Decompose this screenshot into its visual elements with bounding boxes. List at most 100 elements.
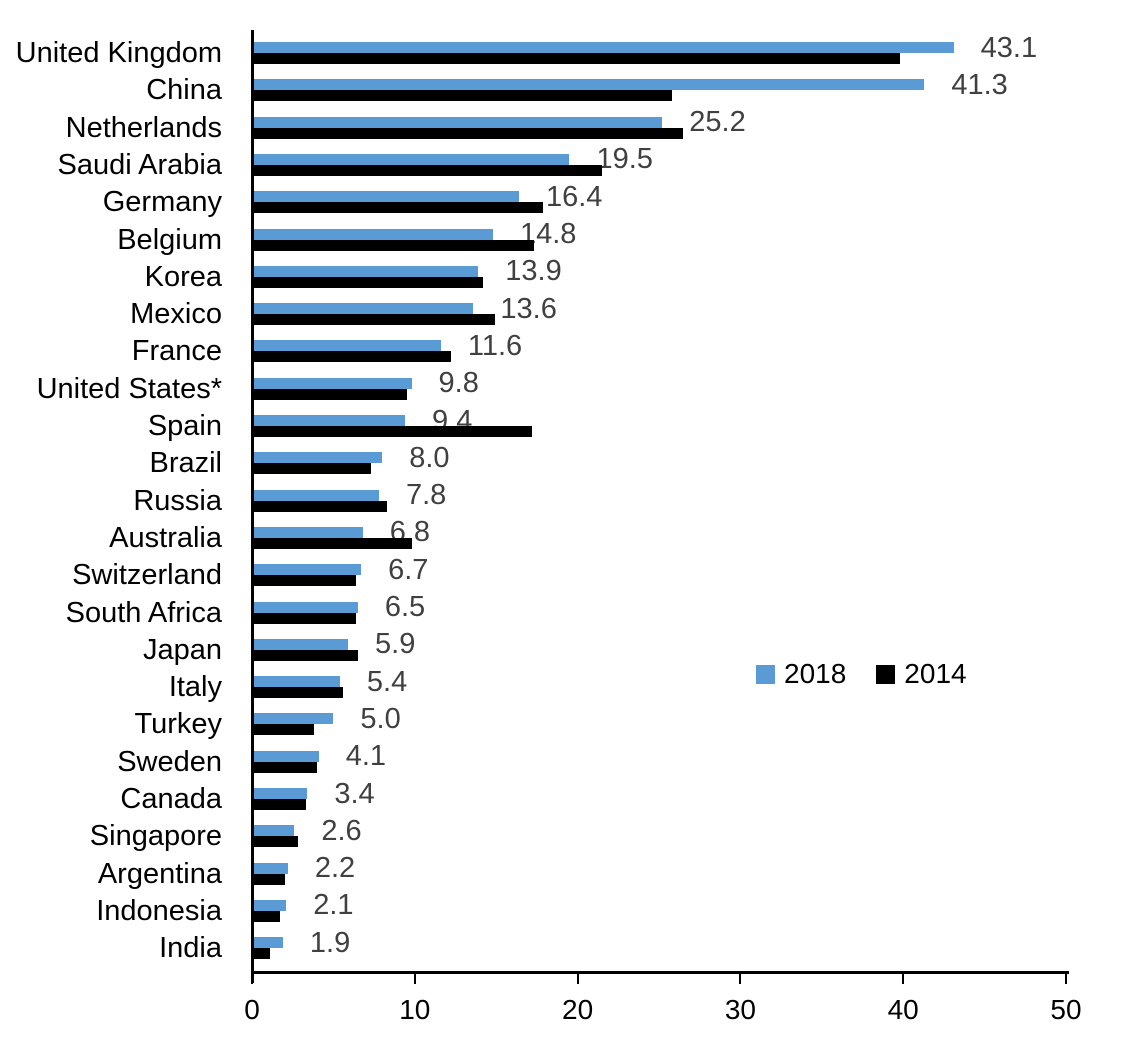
category-label: United States*: [36, 372, 222, 405]
data-label: 2.2: [314, 852, 356, 885]
bar-2014: [252, 649, 358, 661]
category-label: South Africa: [65, 596, 222, 629]
data-label: 4.1: [345, 740, 387, 773]
data-label: 19.5: [596, 143, 653, 176]
x-axis-tick: [251, 974, 253, 984]
bar-2014: [252, 537, 412, 549]
category-label: Russia: [133, 484, 222, 517]
data-label: 11.6: [467, 329, 523, 362]
data-label: 2.1: [313, 889, 354, 922]
bar-2018: [252, 303, 474, 315]
x-axis-tick-label: 30: [724, 994, 756, 1025]
bar-2014: [252, 910, 280, 922]
category-label: Spain: [147, 410, 222, 442]
data-label: 6.5: [384, 591, 426, 623]
bar-2018: [252, 564, 362, 576]
legend-item-2014: 2014: [876, 658, 967, 689]
data-label: 1.9: [309, 926, 351, 959]
category-label: United Kingdom: [15, 37, 222, 69]
category-label: Belgium: [117, 223, 222, 256]
category-label: China: [146, 74, 222, 107]
bar-2018: [252, 526, 363, 538]
bar-2014: [252, 202, 544, 214]
bar-2014: [252, 724, 314, 736]
category-label: Switzerland: [72, 559, 222, 592]
bar-2018: [252, 937, 283, 949]
bar-2018: [252, 42, 954, 53]
category-label: Indonesia: [96, 894, 222, 927]
category-label: Japan: [142, 633, 222, 666]
legend-swatch-2014: [876, 664, 896, 684]
category-label: Saudi Arabia: [57, 148, 222, 181]
data-label: 13.6: [500, 292, 557, 325]
x-axis-tick-label: 40: [887, 994, 919, 1025]
bar-2014: [252, 127, 684, 139]
category-label: Mexico: [130, 298, 222, 331]
bar-2014: [252, 575, 357, 587]
bar-2018: [252, 116, 663, 128]
data-label: 7.8: [405, 479, 447, 512]
legend-label-2018: 2018: [784, 658, 847, 689]
bar-2014: [252, 500, 388, 512]
category-label: Canada: [120, 783, 222, 815]
data-label: 9.8: [438, 367, 479, 400]
bar-2014: [252, 799, 306, 810]
bar-2018: [252, 489, 379, 501]
x-axis-tick: [1065, 974, 1067, 984]
data-label: 5.4: [366, 665, 408, 698]
data-label: 41.3: [951, 68, 1008, 101]
bar-2018: [252, 79, 925, 91]
bar-2018: [252, 191, 519, 203]
data-label: 13.9: [505, 255, 562, 288]
bar-2014: [252, 426, 533, 437]
data-label: 3.4: [334, 777, 375, 810]
bar-2018: [252, 228, 493, 240]
data-label: 8.0: [409, 441, 450, 474]
bar-2014: [252, 463, 371, 475]
category-label: Italy: [168, 671, 222, 704]
category-label: Turkey: [134, 708, 222, 741]
category-label: India: [159, 932, 222, 965]
bar-2018: [252, 377, 412, 389]
bar-2018: [252, 638, 349, 650]
x-axis-tick: [739, 974, 742, 984]
bar-2014: [252, 948, 270, 960]
bar-2018: [252, 750, 319, 762]
bar-2014: [252, 90, 673, 102]
data-label: 16.4: [545, 180, 603, 213]
bar-2018: [252, 713, 334, 725]
bar-2014: [252, 351, 451, 363]
data-label: 6.7: [388, 553, 429, 586]
x-axis-tick-label: 0: [244, 994, 260, 1025]
bar-2014: [252, 687, 344, 699]
bar-2018: [252, 340, 441, 352]
bar-2018: [252, 601, 358, 613]
data-label: 43.1: [980, 31, 1038, 64]
category-label: France: [131, 335, 222, 368]
category-label: Germany: [102, 186, 222, 219]
category-label: Brazil: [149, 447, 222, 480]
legend-swatch-2018: [756, 664, 775, 684]
x-axis-tick: [576, 974, 579, 984]
x-axis-tick: [902, 974, 905, 984]
bar-2018: [252, 825, 295, 837]
bar-2014: [252, 276, 484, 288]
bar-2018: [252, 899, 287, 911]
bar-2018: [252, 862, 288, 874]
bar-2018: [252, 788, 308, 799]
data-label: 25.2: [689, 106, 746, 139]
data-label: 5.0: [360, 702, 401, 735]
bar-2014: [252, 873, 285, 885]
bar-2014: [252, 314, 495, 326]
bar-2014: [252, 612, 357, 624]
bar-2014: [252, 761, 318, 773]
bar-2014: [252, 836, 298, 848]
legend-label-2014: 2014: [904, 658, 967, 689]
category-label: Korea: [144, 260, 222, 293]
category-label: Argentina: [97, 857, 222, 890]
bar-2018: [252, 676, 340, 688]
x-axis-tick-label: 20: [562, 994, 594, 1025]
category-label: Sweden: [117, 745, 222, 778]
data-label: 5.9: [375, 628, 416, 661]
